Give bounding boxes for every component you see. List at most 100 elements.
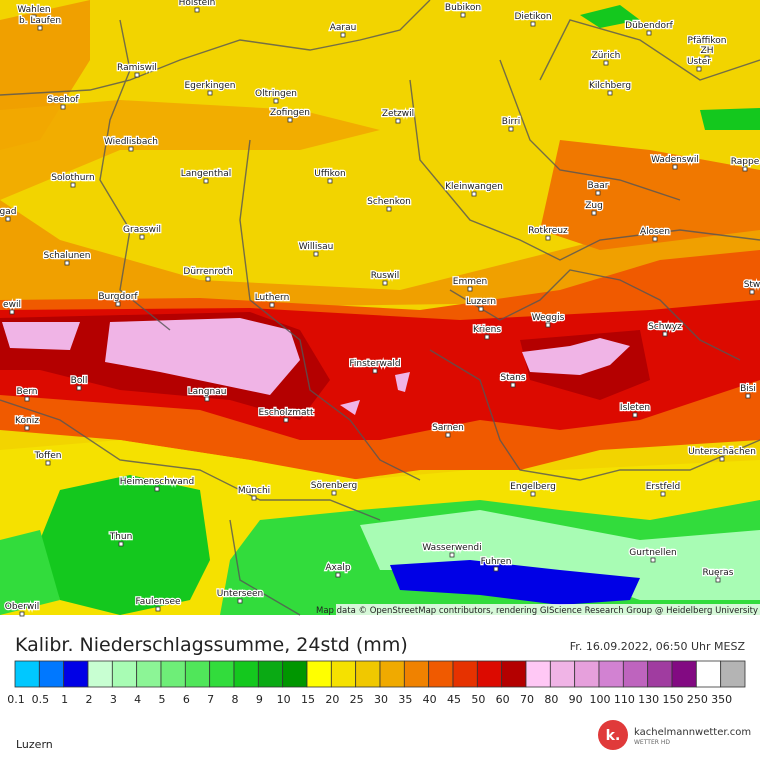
legend-label: 100 xyxy=(590,693,611,706)
legend-swatch xyxy=(38,660,65,688)
place-dot xyxy=(31,14,37,20)
place-label: Isleten xyxy=(620,403,650,413)
place-label: Rotkreuz xyxy=(528,226,568,236)
place-label: Stw xyxy=(744,280,760,290)
legend-swatch xyxy=(209,660,235,688)
place-label: gad xyxy=(0,207,16,217)
legend-swatch xyxy=(574,660,600,688)
place-dot xyxy=(672,164,678,170)
place-label: ewil xyxy=(3,300,21,310)
place-dot xyxy=(460,12,466,18)
legend-swatch xyxy=(428,660,454,688)
place-dot xyxy=(382,280,388,286)
place-dot xyxy=(471,191,477,197)
legend-label: 5 xyxy=(159,693,166,706)
place-dot xyxy=(273,98,279,104)
legend-swatch xyxy=(282,660,308,688)
place-label: Uster xyxy=(687,57,711,67)
place-dot xyxy=(652,236,658,242)
place-label: b. Laufen xyxy=(19,16,61,26)
legend-label: 60 xyxy=(496,693,510,706)
place-label: Engelberg xyxy=(510,482,556,492)
brand: kachelmannwetter.com xyxy=(634,727,751,738)
legend-label: 0.5 xyxy=(32,693,50,706)
place-label: Kriens xyxy=(473,325,501,335)
legend-swatch xyxy=(647,660,673,688)
place-label: Boll xyxy=(71,376,88,386)
place-label: Uffikon xyxy=(314,169,345,179)
place-label: Egerkingen xyxy=(184,81,235,91)
place-dot xyxy=(445,432,451,438)
place-dot xyxy=(64,260,70,266)
place-label: Oltringen xyxy=(255,89,297,99)
legend-swatch xyxy=(184,660,211,688)
legend-label: 35 xyxy=(398,693,412,706)
place-label: Gurtnellen xyxy=(629,548,676,558)
location: Luzern xyxy=(16,738,53,751)
place-dot xyxy=(60,104,66,110)
legend-swatch xyxy=(233,660,259,688)
place-dot xyxy=(5,216,11,222)
place-label: Baar xyxy=(588,181,609,191)
legend-title: Kalibr. Niederschlagssumme, 24std (mm) xyxy=(15,634,408,656)
place-dot xyxy=(478,306,484,312)
place-dot xyxy=(467,286,473,292)
place-dot xyxy=(650,557,656,563)
place-dot xyxy=(646,30,652,36)
legend-swatch xyxy=(598,660,624,688)
place-dot xyxy=(139,234,145,240)
place-dot xyxy=(749,289,755,295)
place-dot xyxy=(696,66,702,72)
legend-swatch xyxy=(63,660,89,688)
legend-swatch xyxy=(622,660,649,688)
place-dot xyxy=(251,495,257,501)
place-label: Sörenberg xyxy=(311,481,357,491)
place-label: Holstein xyxy=(179,0,216,8)
place-label: Schwyz xyxy=(648,322,682,332)
place-label: Weggis xyxy=(532,313,565,323)
legend-swatch xyxy=(671,660,697,688)
place-dot xyxy=(204,396,210,402)
place-label: Wahlen xyxy=(17,5,50,15)
place-label: Rappe xyxy=(731,157,760,167)
legend-label: 40 xyxy=(423,693,437,706)
legend-label: 30 xyxy=(374,693,388,706)
place-dot xyxy=(530,491,536,497)
legend-swatch xyxy=(306,660,332,688)
place-label: Finsterwald xyxy=(349,359,400,369)
place-dot xyxy=(331,490,337,496)
place-dot xyxy=(134,72,140,78)
place-label: Unterseen xyxy=(217,589,264,599)
place-dot xyxy=(662,331,668,337)
place-label: Burgdorf xyxy=(98,292,138,302)
place-dot xyxy=(283,417,289,423)
place-label: Zug xyxy=(585,201,603,211)
legend-label: 150 xyxy=(663,693,684,706)
legend-label: 80 xyxy=(544,693,558,706)
place-dot xyxy=(715,577,721,583)
place-label: Sarnen xyxy=(432,423,464,433)
legend-swatch xyxy=(257,660,284,688)
legend-label: 1 xyxy=(61,693,68,706)
map xyxy=(0,0,760,616)
legend-label: 3 xyxy=(110,693,117,706)
logo-circle xyxy=(598,720,628,750)
place-label: Zofingen xyxy=(270,108,310,118)
place-dot xyxy=(194,7,200,13)
place-label: Bubikon xyxy=(445,3,481,13)
place-dot xyxy=(205,276,211,282)
place-dot xyxy=(510,382,516,388)
place-dot xyxy=(37,25,43,31)
place-label: Wadenswil xyxy=(651,155,699,165)
place-label: Oberwil xyxy=(5,602,39,612)
place-label: Alosen xyxy=(640,227,670,237)
legend-swatch xyxy=(355,660,381,688)
place-label: Langnau xyxy=(188,387,227,397)
place-label: Seehof xyxy=(47,95,79,105)
place-label: Münchi xyxy=(238,486,270,496)
legend-label: 2 xyxy=(86,693,93,706)
place-label: Escholzmatt xyxy=(258,408,314,418)
legend-swatch xyxy=(14,660,40,688)
place-label: Ramiswil xyxy=(117,63,157,73)
place-label: Bern xyxy=(17,387,38,397)
